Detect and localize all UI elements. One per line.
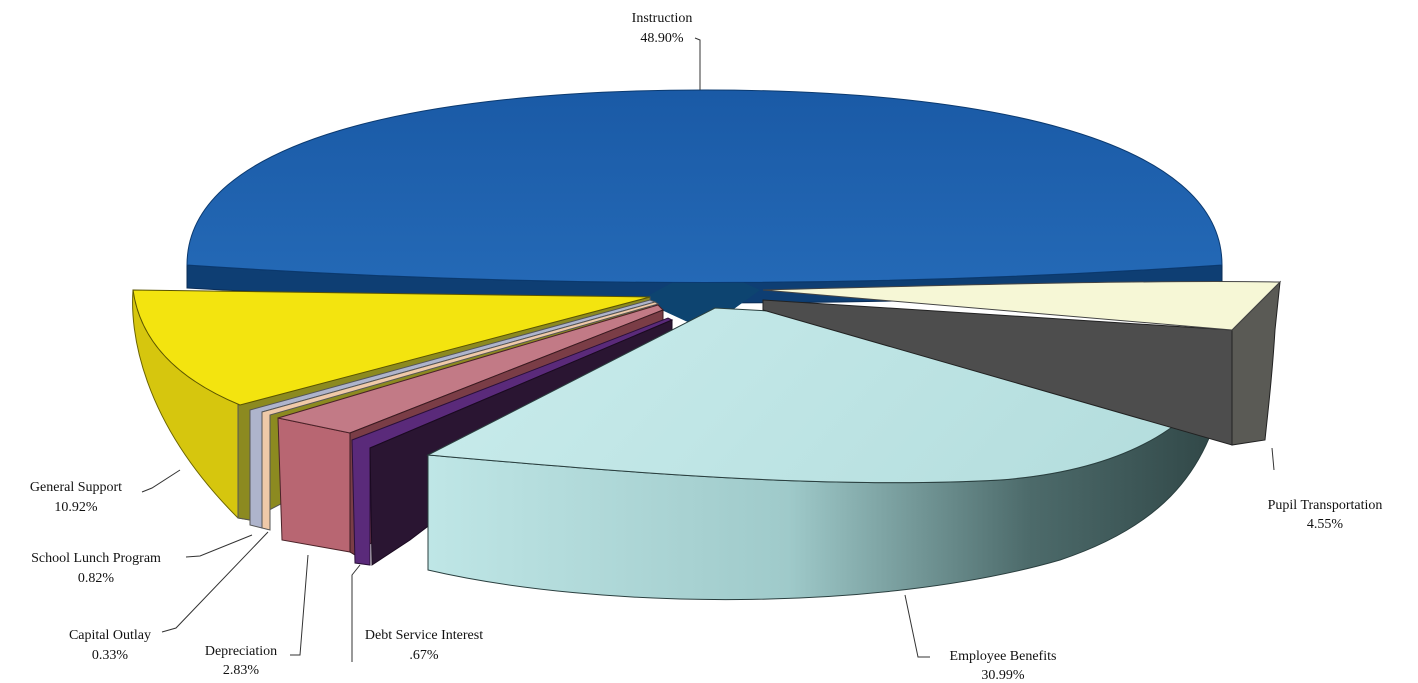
value-school-lunch-program: 0.82% bbox=[78, 571, 115, 586]
slice-labels: Instruction 48.90% Pupil Transportation … bbox=[30, 11, 1382, 683]
leader-instruction bbox=[694, 37, 701, 90]
label-depreciation: Depreciation bbox=[205, 644, 277, 659]
slice-pupil-transportation bbox=[762, 280, 1282, 446]
label-employee-benefits: Employee Benefits bbox=[950, 649, 1057, 664]
label-capital-outlay: Capital Outlay bbox=[69, 628, 151, 643]
value-debt-service-interest: .67% bbox=[409, 648, 439, 663]
leader-debt-service bbox=[351, 564, 361, 662]
slice-capital-outlay bbox=[261, 301, 660, 531]
leader-school-lunch bbox=[185, 534, 253, 558]
leader-pupil-transportation bbox=[1271, 447, 1275, 471]
leader-capital-outlay bbox=[161, 531, 269, 633]
value-depreciation: 2.83% bbox=[223, 663, 260, 678]
label-pupil-transportation: Pupil Transportation bbox=[1268, 498, 1383, 513]
value-pupil-transportation: 4.55% bbox=[1307, 517, 1344, 532]
label-school-lunch-program: School Lunch Program bbox=[31, 551, 161, 566]
value-capital-outlay: 0.33% bbox=[92, 648, 129, 663]
leader-employee-benefits bbox=[904, 594, 930, 658]
label-debt-service-interest: Debt Service Interest bbox=[365, 628, 483, 643]
leader-lines bbox=[141, 37, 1275, 662]
value-employee-benefits: 30.99% bbox=[981, 668, 1025, 683]
leader-depreciation bbox=[290, 554, 309, 656]
label-instruction: Instruction bbox=[632, 11, 693, 26]
label-general-support: General Support bbox=[30, 480, 122, 495]
value-general-support: 10.92% bbox=[54, 500, 98, 515]
leader-general-support bbox=[141, 469, 181, 493]
value-instruction: 48.90% bbox=[640, 31, 684, 46]
